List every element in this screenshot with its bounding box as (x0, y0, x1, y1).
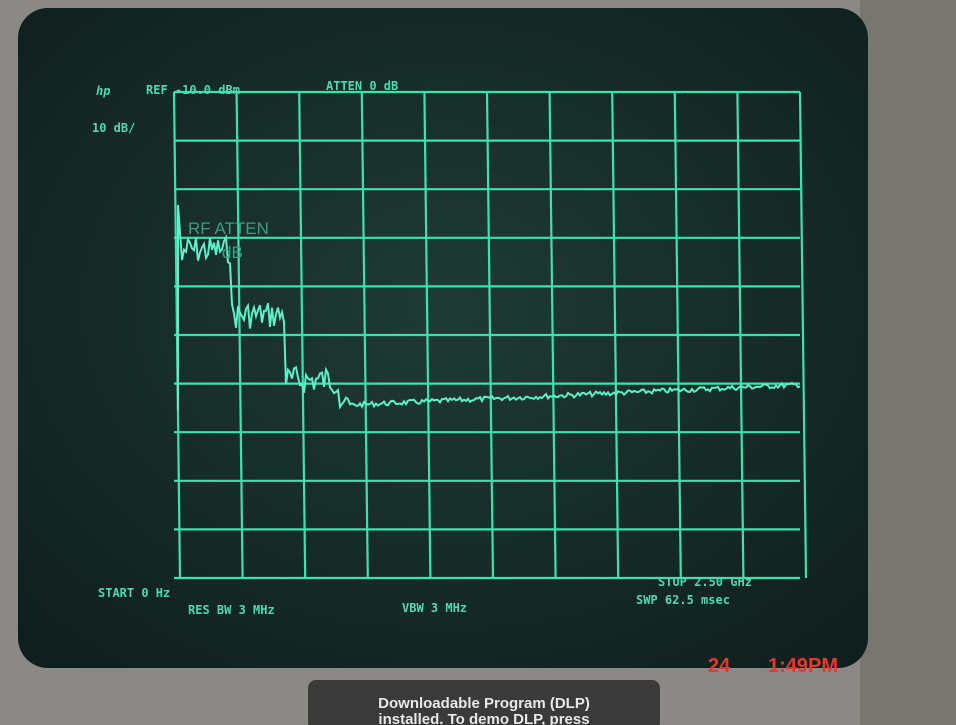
start-freq: START 0 Hz (98, 586, 170, 600)
bezel-side (860, 0, 956, 725)
scale: 10 dB/ (92, 121, 135, 135)
res-bw: RES BW 3 MHz (188, 603, 275, 617)
stop-freq: STOP 2.50 GHz (658, 575, 752, 589)
photo: hp REF -10.0 dBm ATTEN 0 dB 10 dB/ RF AT… (0, 0, 956, 725)
plate-text: Downloadable Program (DLP) (378, 695, 590, 712)
timestamp-time: 1:49PM (768, 655, 838, 677)
attenuation: ATTEN 0 dB (326, 79, 398, 93)
ref-level: REF -10.0 dBm (146, 83, 240, 97)
overlay-text: RF ATTEN (188, 219, 269, 238)
timestamp-date: 24 (708, 655, 731, 677)
vbw: VBW 3 MHz (402, 601, 467, 615)
sweep-time: SWP 62.5 msec (636, 593, 730, 607)
logo: hp (96, 84, 110, 98)
overlay-text: dB (222, 243, 243, 262)
plate-text: installed. To demo DLP, press (378, 711, 589, 725)
